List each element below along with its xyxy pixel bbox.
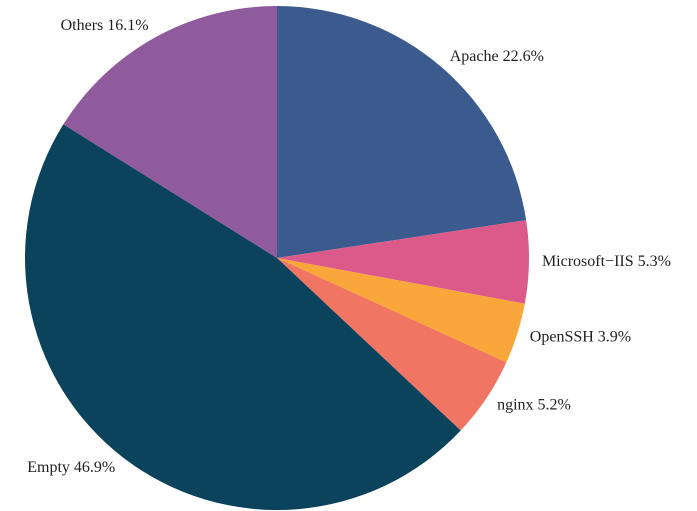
category-label: Empty <box>27 459 70 476</box>
pie-slice <box>277 258 507 431</box>
category-label: nginx <box>497 396 533 413</box>
pie-slice <box>277 258 525 363</box>
category-label: Microsoft−IIS <box>542 253 634 270</box>
slice-label: OpenSSH 3.9% <box>530 328 631 345</box>
slice-label: Apache 22.6% <box>450 48 544 65</box>
pie-slice <box>277 220 529 304</box>
category-label: Apache <box>450 48 499 65</box>
value-label: 16.1% <box>107 17 148 34</box>
value-label: 3.9% <box>598 328 631 345</box>
pie-slice <box>277 6 527 258</box>
value-label: 22.6% <box>503 48 544 65</box>
slice-label: Microsoft−IIS 5.3% <box>542 253 671 270</box>
slice-label: Empty 46.9% <box>27 459 115 476</box>
value-label: 46.9% <box>74 459 115 476</box>
value-label: 5.2% <box>538 396 571 413</box>
category-label: Others <box>61 17 104 34</box>
category-label: OpenSSH <box>530 328 594 345</box>
slice-label: nginx 5.2% <box>497 396 571 413</box>
pie-slice <box>63 6 277 258</box>
pie-slice <box>24 124 461 511</box>
slice-label: Others 16.1% <box>61 17 149 34</box>
value-label: 5.3% <box>638 253 671 270</box>
